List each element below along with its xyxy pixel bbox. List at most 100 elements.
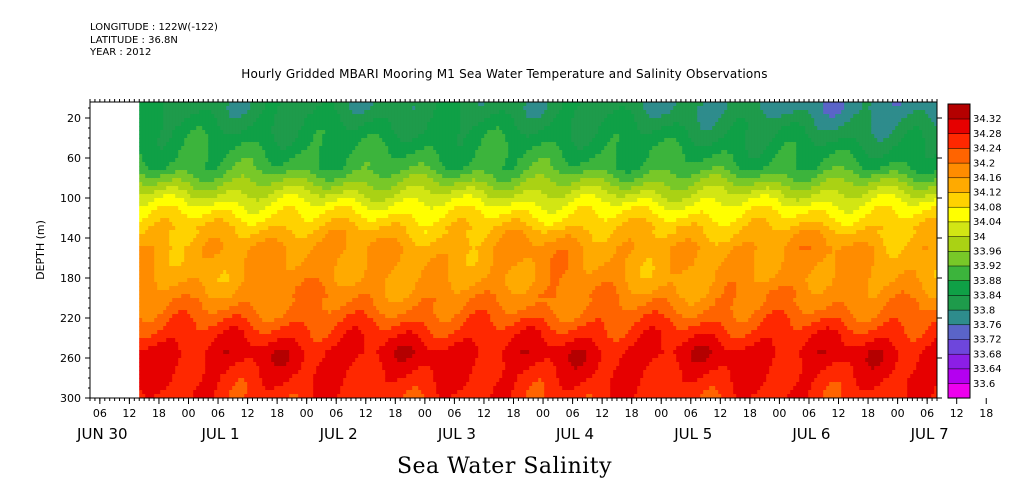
salinity-cell bbox=[301, 330, 305, 335]
salinity-cell bbox=[205, 210, 209, 215]
salinity-cell bbox=[298, 106, 302, 111]
salinity-cell bbox=[247, 290, 251, 295]
salinity-cell bbox=[223, 366, 227, 371]
salinity-cell bbox=[334, 178, 338, 183]
salinity-cell bbox=[337, 306, 341, 311]
salinity-cell bbox=[139, 206, 143, 211]
salinity-cell bbox=[199, 194, 203, 199]
salinity-cell bbox=[190, 146, 194, 151]
salinity-cell bbox=[175, 342, 179, 347]
salinity-cell bbox=[289, 326, 293, 331]
salinity-cell bbox=[211, 250, 215, 255]
salinity-cell bbox=[178, 370, 182, 375]
salinity-cell bbox=[319, 246, 323, 251]
salinity-cell bbox=[271, 394, 275, 399]
salinity-cell bbox=[316, 258, 320, 263]
salinity-cell bbox=[214, 146, 218, 151]
salinity-cell bbox=[220, 206, 224, 211]
salinity-cell bbox=[142, 290, 146, 295]
salinity-cell bbox=[157, 158, 161, 163]
salinity-cell bbox=[157, 214, 161, 219]
salinity-cell bbox=[169, 134, 173, 139]
salinity-cell bbox=[244, 198, 248, 203]
salinity-cell bbox=[331, 186, 335, 191]
salinity-cell bbox=[259, 150, 263, 155]
salinity-cell bbox=[226, 278, 230, 283]
salinity-cell bbox=[142, 114, 146, 119]
salinity-cell bbox=[250, 302, 254, 307]
salinity-cell bbox=[157, 382, 161, 387]
salinity-cell bbox=[274, 254, 278, 259]
salinity-cell bbox=[244, 114, 248, 119]
salinity-cell bbox=[235, 326, 239, 331]
salinity-cell bbox=[325, 306, 329, 311]
salinity-cell bbox=[316, 270, 320, 275]
salinity-cell bbox=[166, 318, 170, 323]
salinity-cell bbox=[238, 374, 242, 379]
salinity-cell bbox=[175, 118, 179, 123]
salinity-cell bbox=[322, 262, 326, 267]
salinity-cell bbox=[229, 162, 233, 167]
salinity-cell bbox=[307, 374, 311, 379]
salinity-cell bbox=[226, 290, 230, 295]
salinity-cell bbox=[307, 306, 311, 311]
salinity-cell bbox=[166, 242, 170, 247]
salinity-cell bbox=[148, 134, 152, 139]
salinity-cell bbox=[223, 358, 227, 363]
salinity-cell bbox=[160, 302, 164, 307]
salinity-cell bbox=[271, 370, 275, 375]
salinity-cell bbox=[160, 286, 164, 291]
salinity-cell bbox=[172, 210, 176, 215]
salinity-cell bbox=[238, 246, 242, 251]
salinity-cell bbox=[334, 310, 338, 315]
salinity-cell bbox=[271, 130, 275, 135]
salinity-cell bbox=[268, 210, 272, 215]
salinity-cell bbox=[217, 186, 221, 191]
salinity-cell bbox=[214, 142, 218, 147]
salinity-cell bbox=[259, 386, 263, 391]
salinity-cell bbox=[217, 214, 221, 219]
salinity-cell bbox=[151, 366, 155, 371]
salinity-cell bbox=[169, 242, 173, 247]
salinity-cell bbox=[145, 314, 149, 319]
salinity-cell bbox=[304, 230, 308, 235]
salinity-cell bbox=[169, 282, 173, 287]
salinity-cell bbox=[268, 170, 272, 175]
salinity-cell bbox=[229, 302, 233, 307]
salinity-cell bbox=[325, 350, 329, 355]
salinity-cell bbox=[265, 190, 269, 195]
salinity-cell bbox=[169, 318, 173, 323]
salinity-cell bbox=[193, 354, 197, 359]
salinity-cell bbox=[256, 126, 260, 131]
salinity-cell bbox=[190, 118, 194, 123]
salinity-cell bbox=[187, 366, 191, 371]
salinity-cell bbox=[211, 314, 215, 319]
salinity-cell bbox=[325, 342, 329, 347]
salinity-cell bbox=[190, 338, 194, 343]
salinity-cell bbox=[298, 146, 302, 151]
salinity-cell bbox=[340, 110, 344, 115]
salinity-cell bbox=[310, 338, 314, 343]
salinity-cell bbox=[226, 334, 230, 339]
salinity-cell bbox=[301, 390, 305, 395]
salinity-cell bbox=[274, 178, 278, 183]
salinity-cell bbox=[250, 262, 254, 267]
salinity-cell bbox=[331, 182, 335, 187]
salinity-cell bbox=[238, 242, 242, 247]
salinity-cell bbox=[301, 282, 305, 287]
salinity-cell bbox=[292, 358, 296, 363]
salinity-cell bbox=[226, 190, 230, 195]
salinity-cell bbox=[175, 250, 179, 255]
salinity-cell bbox=[253, 122, 257, 127]
salinity-cell bbox=[262, 198, 266, 203]
salinity-cell bbox=[178, 126, 182, 131]
salinity-cell bbox=[193, 346, 197, 351]
salinity-cell bbox=[331, 170, 335, 175]
salinity-cell bbox=[319, 306, 323, 311]
salinity-cell bbox=[217, 110, 221, 115]
salinity-cell bbox=[214, 230, 218, 235]
salinity-cell bbox=[139, 150, 143, 155]
salinity-cell bbox=[307, 366, 311, 371]
salinity-cell bbox=[334, 326, 338, 331]
salinity-cell bbox=[226, 178, 230, 183]
